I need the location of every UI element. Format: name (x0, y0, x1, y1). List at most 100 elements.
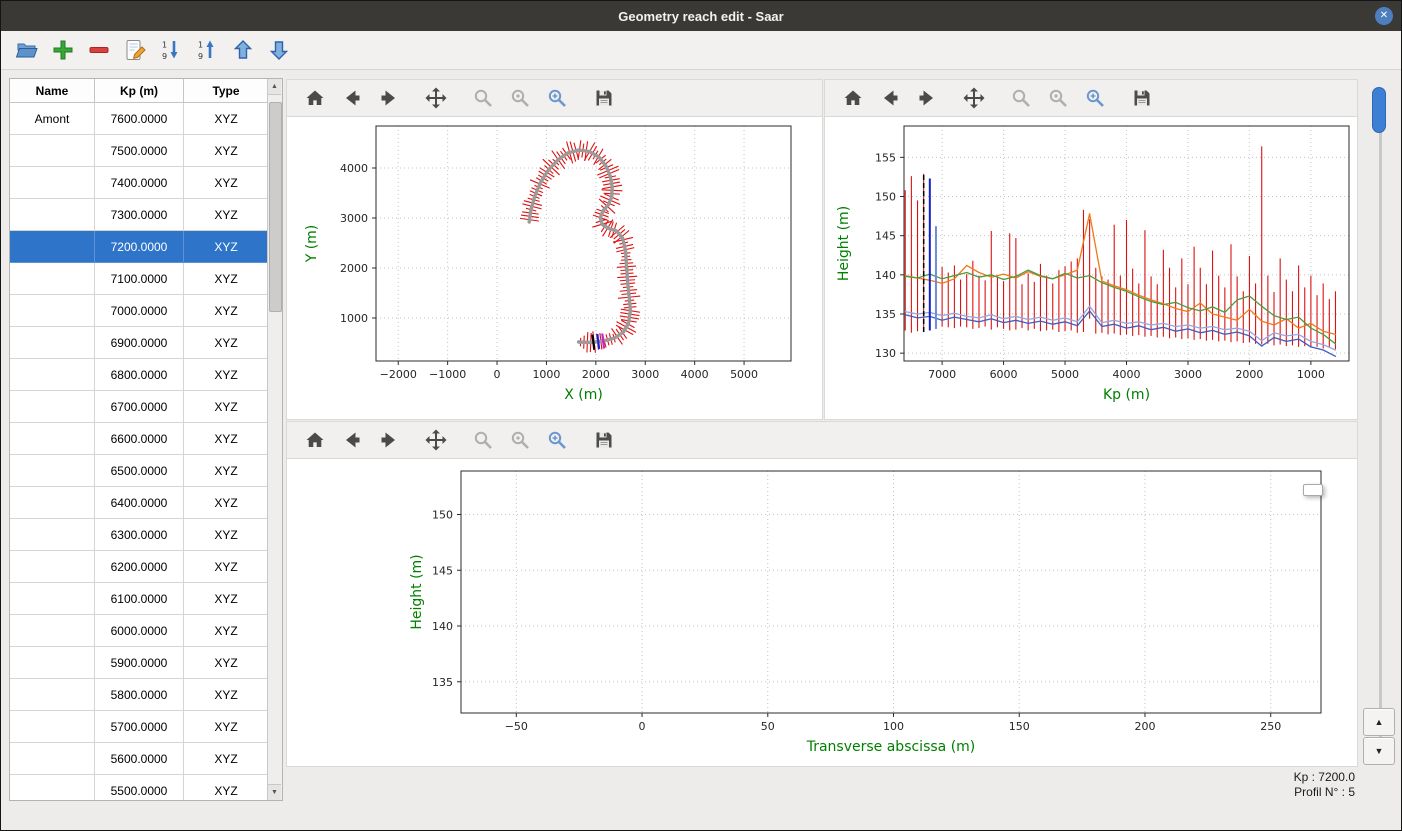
table-cell[interactable] (10, 710, 95, 743)
column-header-kp[interactable]: Kp (m) (94, 79, 184, 103)
table-row[interactable]: 7100.0000 XYZ (10, 262, 269, 295)
zoom-rect-button[interactable] (545, 428, 569, 452)
table-cell[interactable] (10, 454, 95, 487)
column-header-type[interactable]: Type (183, 79, 269, 103)
plan-view-plot[interactable]: −2000 −1000 0 1000 2000 3000 4000 5000 1000 2000 3… (287, 117, 822, 420)
scrollbar-up-arrow-icon[interactable]: ▲ (268, 79, 281, 95)
sort-ascending-button[interactable]: 1 9 (193, 37, 220, 64)
scrollbar-down-arrow-icon[interactable]: ▼ (268, 784, 281, 800)
table-cell[interactable] (10, 262, 95, 295)
table-cell[interactable] (10, 550, 95, 583)
table-cell[interactable] (10, 518, 95, 551)
table-cell[interactable] (10, 486, 95, 519)
table-cell[interactable]: XYZ (183, 134, 269, 167)
table-cell[interactable]: XYZ (183, 486, 269, 519)
forward-button[interactable] (915, 86, 939, 110)
move-down-button[interactable] (265, 37, 292, 64)
pan-button[interactable] (962, 86, 986, 110)
table-cell[interactable] (10, 358, 95, 391)
table-cell[interactable]: XYZ (183, 198, 269, 231)
table-cell[interactable]: XYZ (183, 358, 269, 391)
save-button[interactable] (592, 86, 616, 110)
table-cell[interactable]: 5700.0000 (94, 710, 184, 743)
table-row[interactable]: 5900.0000 XYZ (10, 646, 269, 679)
table-cell[interactable]: 5900.0000 (94, 646, 184, 679)
home-button[interactable] (303, 86, 327, 110)
table-cell[interactable]: XYZ (183, 230, 269, 263)
previous-profile-button[interactable]: ▲ (1363, 708, 1395, 736)
table-cell[interactable]: XYZ (183, 102, 269, 135)
zoom-select-button[interactable] (508, 86, 532, 110)
longitudinal-profile-plot[interactable]: 7000 6000 5000 4000 3000 2000 1000 130 135 140 145… (825, 117, 1357, 420)
table-row[interactable]: 6700.0000 XYZ (10, 390, 269, 423)
table-cell[interactable]: 6600.0000 (94, 422, 184, 455)
table-cell[interactable]: 6400.0000 (94, 486, 184, 519)
table-row[interactable]: 5600.0000 XYZ (10, 742, 269, 775)
table-row[interactable]: 7400.0000 XYZ (10, 166, 269, 199)
table-cell[interactable] (10, 294, 95, 327)
table-cell[interactable] (10, 390, 95, 423)
table-cell[interactable]: 6800.0000 (94, 358, 184, 391)
table-cell[interactable]: 6700.0000 (94, 390, 184, 423)
table-cell[interactable] (10, 678, 95, 711)
open-file-button[interactable] (13, 37, 40, 64)
table-cell[interactable] (10, 166, 95, 199)
table-row[interactable]: 6100.0000 XYZ (10, 582, 269, 615)
table-cell[interactable]: 7600.0000 (94, 102, 184, 135)
sort-descending-button[interactable]: 1 9 (157, 37, 184, 64)
table-row[interactable]: 6300.0000 XYZ (10, 518, 269, 551)
table-cell[interactable]: XYZ (183, 742, 269, 775)
table-cell[interactable]: 5600.0000 (94, 742, 184, 775)
pan-button[interactable] (424, 86, 448, 110)
table-cell[interactable]: XYZ (183, 550, 269, 583)
table-cell[interactable]: XYZ (183, 454, 269, 487)
table-row[interactable]: 6400.0000 XYZ (10, 486, 269, 519)
table-row[interactable]: 6600.0000 XYZ (10, 422, 269, 455)
table-cell[interactable]: 7000.0000 (94, 294, 184, 327)
table-cell[interactable] (10, 582, 95, 615)
table-row[interactable]: Amont 7600.0000 XYZ (10, 102, 269, 135)
home-button[interactable] (303, 428, 327, 452)
table-cell[interactable]: 6900.0000 (94, 326, 184, 359)
table-scrollbar[interactable]: ▲ ▼ (267, 79, 282, 800)
table-cell[interactable] (10, 614, 95, 647)
table-row[interactable]: 7000.0000 XYZ (10, 294, 269, 327)
table-cell[interactable]: 7100.0000 (94, 262, 184, 295)
table-cell[interactable]: XYZ (183, 166, 269, 199)
column-header-name[interactable]: Name (10, 79, 95, 103)
cross-section-plot[interactable]: −50 0 50 100 150 200 250 135 140 145 150 Transverse… (287, 459, 1357, 767)
table-cell[interactable]: 7400.0000 (94, 166, 184, 199)
table-cell[interactable]: 7200.0000 (94, 230, 184, 263)
back-button[interactable] (340, 428, 364, 452)
forward-button[interactable] (377, 428, 401, 452)
zoom-button[interactable] (1009, 86, 1033, 110)
home-button[interactable] (841, 86, 865, 110)
zoom-select-button[interactable] (508, 428, 532, 452)
edit-section-button[interactable] (121, 37, 148, 64)
table-cell[interactable]: XYZ (183, 294, 269, 327)
table-row[interactable]: 6000.0000 XYZ (10, 614, 269, 647)
table-cell[interactable]: 5500.0000 (94, 774, 184, 800)
table-cell[interactable]: 5800.0000 (94, 678, 184, 711)
remove-section-button[interactable] (85, 37, 112, 64)
table-cell[interactable]: 6500.0000 (94, 454, 184, 487)
table-row[interactable]: 7500.0000 XYZ (10, 134, 269, 167)
zoom-button[interactable] (471, 86, 495, 110)
table-cell[interactable]: XYZ (183, 646, 269, 679)
table-row[interactable]: 5800.0000 XYZ (10, 678, 269, 711)
table-cell[interactable]: 6000.0000 (94, 614, 184, 647)
save-button[interactable] (1130, 86, 1154, 110)
add-section-button[interactable] (49, 37, 76, 64)
table-cell[interactable]: XYZ (183, 518, 269, 551)
table-cell[interactable] (10, 646, 95, 679)
table-cell[interactable]: 6200.0000 (94, 550, 184, 583)
close-button[interactable]: ✕ (1375, 7, 1393, 25)
table-cell[interactable] (10, 742, 95, 775)
table-cell[interactable]: 6300.0000 (94, 518, 184, 551)
table-cell[interactable]: XYZ (183, 262, 269, 295)
table-row[interactable]: 6800.0000 XYZ (10, 358, 269, 391)
table-row[interactable]: 5500.0000 XYZ (10, 774, 269, 800)
pan-button[interactable] (424, 428, 448, 452)
table-cell[interactable]: XYZ (183, 326, 269, 359)
table-row[interactable]: 6900.0000 XYZ (10, 326, 269, 359)
